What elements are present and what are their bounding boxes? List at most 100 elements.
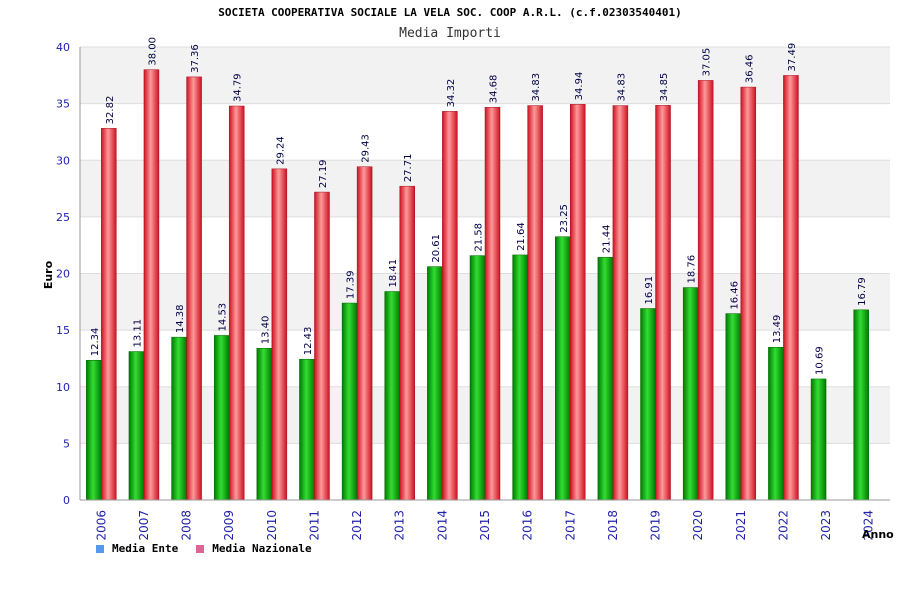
bar-media-nazionale-2013 [399, 185, 415, 501]
x-tick-label: 2008 [180, 510, 194, 541]
chart-title: SOCIETA COOPERATIVA SOCIALE LA VELA SOC.… [218, 6, 682, 19]
legend-item-media-nazionale: Media Nazionale [196, 542, 312, 555]
data-label: 14.38 [175, 305, 186, 334]
data-label: 34.79 [233, 73, 244, 102]
bar-media-nazionale-2021 [740, 86, 757, 501]
bar-media-ente-2014 [427, 266, 443, 501]
y-tick-label: 25 [56, 211, 70, 224]
data-label: 16.46 [729, 281, 740, 310]
bar-media-nazionale-2016 [527, 105, 543, 501]
data-label: 16.79 [857, 277, 868, 306]
bar-media-ente-2007 [128, 351, 145, 501]
legend: Media Ente Media Nazionale [96, 542, 312, 555]
x-axis-label: Anno [862, 528, 894, 541]
bar-media-ente-2024 [853, 309, 869, 501]
data-label: 10.69 [815, 346, 826, 375]
data-label: 34.94 [574, 72, 585, 101]
data-label: 13.40 [260, 316, 271, 345]
bar-media-nazionale-2011 [314, 191, 330, 501]
bar-media-nazionale-2014 [442, 111, 458, 501]
bar-media-ente-2010 [256, 347, 273, 501]
axes [79, 47, 890, 501]
data-label: 36.46 [744, 54, 755, 83]
data-label: 23.25 [559, 204, 570, 233]
bar-media-ente-2006 [86, 359, 102, 501]
bar-media-nazionale-2018 [612, 105, 629, 501]
data-label: 29.24 [275, 136, 286, 165]
data-label: 38.00 [147, 37, 158, 66]
data-label: 32.82 [105, 96, 116, 125]
x-tick-label: 2017 [563, 510, 577, 541]
data-label: 13.49 [772, 315, 783, 344]
legend-item-media-ente: Media Ente [96, 542, 178, 555]
x-tick-label: 2010 [265, 510, 279, 541]
data-label: 20.61 [431, 234, 442, 263]
data-label: 34.83 [616, 73, 627, 102]
bar-media-ente-2018 [597, 256, 614, 501]
x-tick-label: 2014 [435, 510, 449, 541]
data-label: 12.34 [90, 328, 101, 357]
bar-media-nazionale-2010 [271, 168, 288, 501]
y-tick-label: 5 [63, 437, 70, 450]
x-tick-label: 2009 [222, 510, 236, 541]
x-tick-label: 2024 [862, 510, 876, 541]
bar-media-nazionale-2009 [228, 105, 245, 501]
bar-media-ente-2013 [384, 291, 400, 501]
bar-media-ente-2019 [640, 308, 656, 501]
bar-media-ente-2009 [213, 335, 230, 501]
data-label: 34.32 [446, 79, 457, 108]
data-label: 37.49 [787, 43, 798, 72]
x-tick-label: 2016 [521, 510, 535, 541]
y-tick-label: 10 [56, 381, 70, 394]
data-label: 14.53 [218, 303, 229, 332]
legend-label-media-ente: Media Ente [112, 542, 179, 555]
data-label: 21.58 [474, 223, 485, 252]
chart-subtitle: Media Importi [399, 26, 501, 41]
data-label: 34.83 [531, 73, 542, 102]
x-tick-label: 2018 [606, 510, 620, 541]
legend-swatch-media-ente [96, 544, 104, 553]
x-tick-label: 2006 [94, 510, 108, 541]
y-tick-label: 35 [56, 98, 70, 111]
x-tick-label: 2022 [776, 510, 790, 541]
value-labels: 12.34 32.82 13.11 38.00 14.38 37.36 14.53 34.79… [90, 37, 868, 375]
data-label: 37.05 [702, 48, 713, 77]
x-tick-label: 2007 [137, 510, 151, 541]
y-tick-label: 0 [63, 494, 70, 507]
y-axis-label: Euro [42, 260, 55, 289]
data-label: 21.64 [516, 222, 527, 251]
bar-media-ente-2015 [469, 255, 486, 501]
data-label: 27.19 [318, 159, 329, 188]
x-tick-label: 2020 [691, 510, 705, 541]
data-label: 21.44 [601, 225, 612, 254]
bar-media-ente-2023 [810, 378, 827, 501]
bar-media-nazionale-2022 [783, 75, 799, 501]
y-tick-labels: 0 5 10 15 20 25 30 35 40 [56, 41, 70, 507]
data-label: 18.41 [388, 259, 399, 288]
data-label: 18.76 [687, 255, 698, 284]
bar-media-ente-2022 [768, 346, 784, 501]
bar-media-ente-2008 [171, 336, 187, 501]
data-label: 34.85 [659, 73, 670, 102]
bar-media-ente-2017 [555, 236, 571, 501]
x-tick-label: 2019 [649, 510, 663, 541]
data-label: 34.68 [489, 75, 500, 104]
bar-media-ente-2016 [512, 254, 528, 501]
bar-media-ente-2021 [725, 313, 742, 501]
y-tick-label: 40 [56, 41, 70, 54]
x-tick-labels: 2006 2007 2008 2009 2010 2011 2012 2013 2014 2015… [94, 510, 875, 541]
y-tick-label: 15 [56, 324, 70, 337]
data-label: 29.43 [361, 134, 372, 163]
data-label: 13.11 [132, 319, 143, 348]
bar-media-nazionale-2015 [484, 106, 501, 501]
data-label: 12.43 [303, 327, 314, 356]
bar-media-nazionale-2019 [655, 105, 671, 501]
x-tick-label: 2015 [478, 510, 492, 541]
bar-media-nazionale-2020 [697, 80, 714, 501]
legend-label-media-nazionale: Media Nazionale [212, 542, 312, 555]
y-tick-label: 30 [56, 154, 70, 167]
bars [86, 69, 869, 501]
x-tick-label: 2011 [307, 510, 321, 541]
